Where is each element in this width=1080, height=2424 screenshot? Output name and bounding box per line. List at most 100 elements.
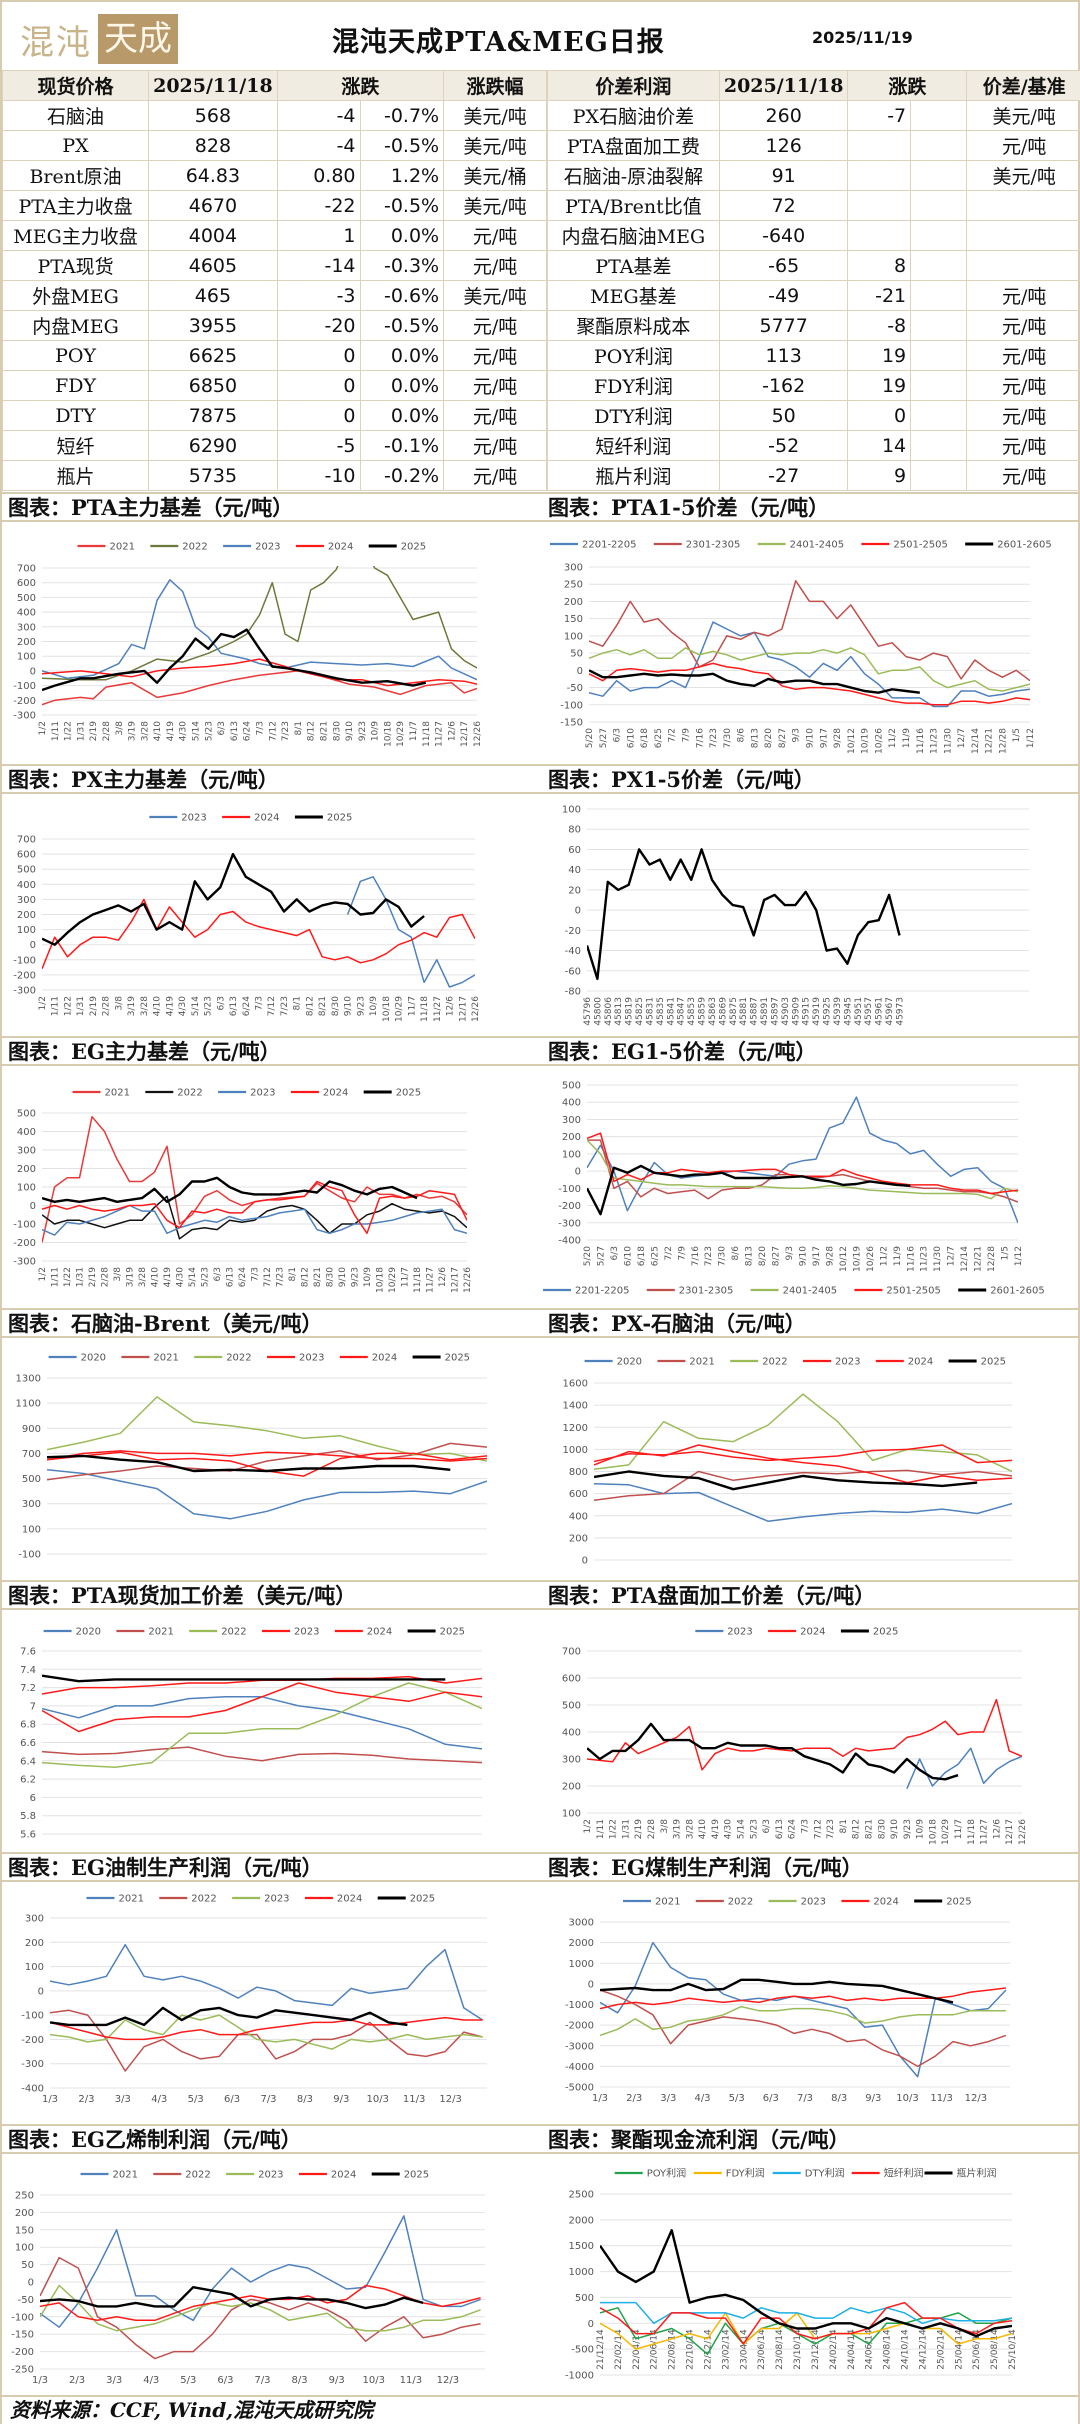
y-tick-label: 500	[562, 1701, 581, 1712]
y-tick-label: 0	[577, 666, 583, 677]
legend-label: 2025	[445, 1353, 470, 1364]
x-tick-label: 1/31	[76, 721, 86, 741]
x-tick-label: 6/25	[650, 1246, 660, 1266]
x-tick-label: 6/3	[216, 996, 226, 1010]
chart-section: 图表：EG乙烯制利润（元/吨） -250 -200 -150 -100 -50 0 50 100…	[2, 2124, 542, 2396]
y-tick-label: 700	[17, 564, 36, 575]
x-tick-label: 4/19	[166, 721, 176, 741]
x-tick-label: 1/22	[64, 721, 74, 741]
x-tick-label: 2/3	[626, 2093, 642, 2104]
x-tick-label: 10/18	[382, 996, 392, 1022]
table-row: POY 6625 0 0.0% 元/吨	[1, 340, 547, 371]
series-line-2021	[594, 1469, 1012, 1502]
item-name: Brent原油	[1, 160, 150, 191]
x-tick-label: 11/2	[879, 1246, 889, 1266]
x-tick-label: 6/3	[763, 2093, 779, 2104]
table-row: 外盘MEG 465 -3 -0.6% 美元/吨	[1, 280, 547, 311]
series-line-2025	[42, 628, 427, 692]
x-tick-label: 1/3	[32, 2375, 48, 2386]
x-tick-label: 3/19	[673, 1819, 683, 1839]
change-pct: 0.0%	[359, 340, 445, 371]
series-line-2023	[600, 2005, 1006, 2037]
x-tick-label: 7/30	[723, 728, 733, 748]
x-tick-label: 4/3	[143, 2375, 159, 2386]
legend-label: 2024	[331, 2170, 356, 2181]
x-tick-label: 12/6	[447, 721, 457, 741]
y-tick-label: -150	[560, 718, 583, 729]
item-name: 石脑油-原油裂解	[547, 160, 720, 191]
y-tick-label: 50	[570, 649, 583, 660]
line-chart: -100 100 300 500 700 900 1100 1300 2020 2021 2022 2…	[16, 1353, 487, 1561]
table-row: POY利润 113 19 元/吨	[547, 340, 1080, 371]
empty-cell	[910, 280, 968, 311]
y-tick-label: 200	[569, 1533, 588, 1544]
header-cell: 涨跌	[276, 70, 445, 101]
x-tick-label: 5/14	[737, 1819, 747, 1839]
x-tick-label: 8/6	[731, 1246, 741, 1261]
x-tick-label: 11/3	[403, 2094, 425, 2105]
y-tick-label: -100	[560, 700, 583, 711]
x-tick-label: 8/12	[301, 1267, 311, 1287]
change-value: 19	[847, 340, 912, 371]
series-line-2022	[42, 566, 477, 681]
series-line-2022	[42, 1682, 482, 1768]
series-line-2024	[50, 2016, 483, 2041]
chart-section: 图表：石脑油-Brent（美元/吨） -100 100 300 500 700 900 110…	[2, 1308, 542, 1580]
y-tick-label: -300	[21, 2059, 44, 2070]
series-line-2025	[587, 1722, 959, 1781]
x-tick-label: 45925	[823, 997, 833, 1026]
series-line-DTY利润	[600, 2301, 1012, 2325]
x-tick-label: 9/10	[345, 721, 355, 741]
table-row: Brent原油 64.83 0.80 1.2% 美元/桶	[1, 160, 547, 191]
spread-value: -640	[718, 220, 849, 251]
spread-value: 260	[718, 100, 849, 131]
x-tick-label: 10/29	[941, 1819, 951, 1845]
x-tick-label: 12/26	[471, 996, 481, 1022]
x-tick-label: 9/10	[890, 1819, 900, 1839]
spot-table-header: 现货价格 2025/11/18 涨跌 涨跌幅	[1, 70, 547, 101]
x-tick-label: 11/23	[920, 1246, 930, 1272]
y-tick-label: 6.8	[20, 1720, 36, 1731]
chart-area: -400 -300 -200 -100 0 100 200 300 1/3 2/3 3/3 4/3 5/…	[2, 1882, 542, 2124]
spread-value: 126	[718, 130, 849, 161]
x-tick-label: 2/28	[101, 1267, 111, 1287]
y-tick-label: -150	[11, 2330, 34, 2341]
x-tick-label: 9/23	[356, 996, 366, 1016]
x-tick-label: 7/23	[709, 728, 719, 748]
header-cell: 现货价格	[1, 70, 150, 101]
change-value: -10	[276, 460, 361, 491]
x-tick-label: 3/19	[127, 996, 137, 1016]
price-value: 7875	[148, 400, 278, 431]
y-tick-label: 600	[17, 850, 36, 861]
y-tick-label: 300	[17, 622, 36, 633]
series-line-2020	[42, 1696, 482, 1750]
y-tick-label: 500	[562, 1081, 581, 1092]
legend-label: 2024	[873, 1897, 898, 1908]
chart-area: -300 -200 -100 0 100 200 300 400 500 600 700 1/2 1/1…	[2, 794, 542, 1036]
y-tick-label: 200	[562, 1782, 581, 1793]
x-tick-label: 10/29	[388, 1267, 398, 1293]
x-tick-label: 7/3	[255, 996, 265, 1010]
change-value: 0	[276, 370, 361, 401]
chart-section: 图表：PTA主力基差（元/吨） -300 -200 -100 0 100 200 300 400…	[2, 492, 542, 764]
empty-cell	[910, 340, 968, 371]
x-tick-label: 6/3	[224, 2094, 240, 2105]
x-tick-label: 45831	[645, 997, 655, 1026]
series-line-value	[587, 848, 901, 981]
y-tick-label: 700	[562, 1647, 581, 1658]
x-tick-label: 25/02/14	[936, 2329, 946, 2370]
x-tick-label: 6/24	[242, 996, 252, 1016]
x-tick-label: 8/1	[294, 721, 304, 735]
x-tick-label: 12/3	[965, 2093, 987, 2104]
x-tick-label: 3/8	[660, 1819, 670, 1834]
y-tick-label: 0	[30, 666, 36, 677]
x-tick-label: 8/6	[737, 728, 747, 743]
change-pct: -0.2%	[359, 460, 445, 491]
y-tick-label: 6	[30, 1793, 36, 1804]
table-row: DTY利润 50 0 元/吨	[547, 400, 1080, 431]
item-name: PTA现货	[1, 250, 150, 281]
x-tick-label: 4/10	[151, 1267, 161, 1287]
chart-section: 图表：EG煤制生产利润（元/吨） -5000 -4000 -3000 -2000 -100…	[542, 1852, 1080, 2124]
x-tick-label: 9/17	[812, 1246, 822, 1266]
item-name: 内盘MEG	[1, 310, 150, 341]
